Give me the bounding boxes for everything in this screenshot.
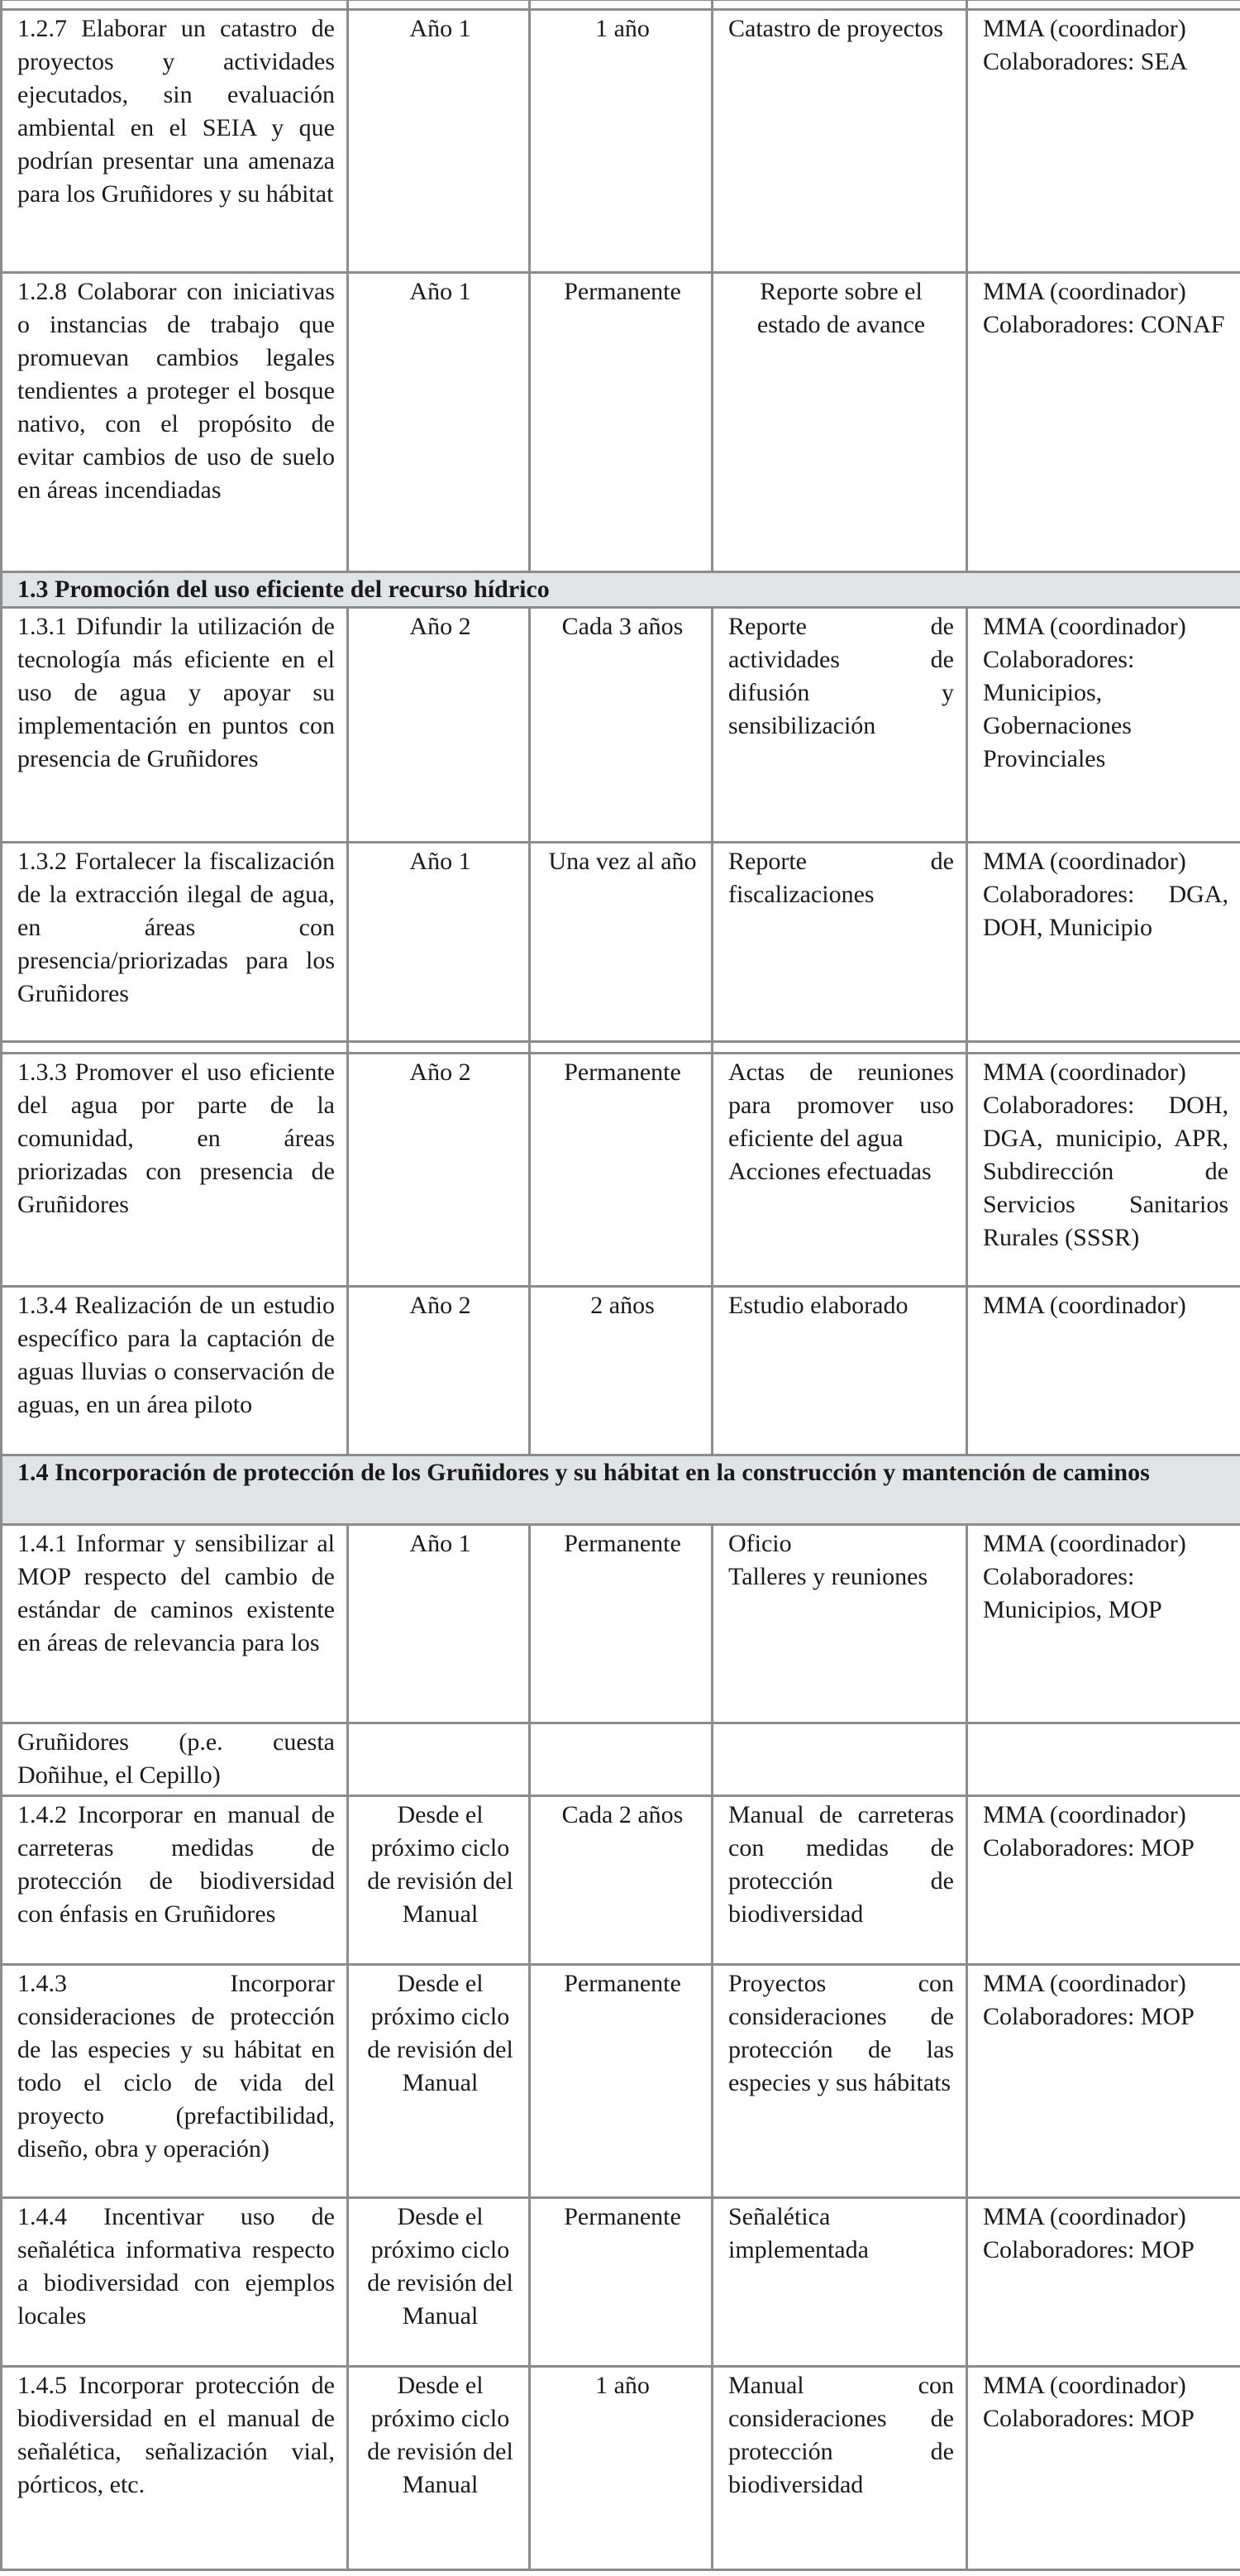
cell-start — [346, 1722, 531, 1797]
cell-action: Gruñidores (p.e. cuesta Doñihue, el Cepi… — [0, 1722, 349, 1797]
cell-indicator: Proyectos con consideraciones de protecc… — [711, 1963, 968, 2199]
cell-indicator: Actas de reuniones para promover uso efi… — [711, 1052, 968, 1288]
cell-responsible: MMA (coordinador) Colaboradores: Municip… — [966, 1523, 1240, 1724]
section-header-row: 1.4 Incorporación de protección de los G… — [0, 1454, 1240, 1526]
cell-indicator: Oficio Talleres y reuniones — [711, 1523, 968, 1724]
cell-frequency — [528, 1722, 713, 1797]
table-row: 1.4.3 Incorporar consideraciones de prot… — [0, 1963, 1240, 2199]
table-row: 1.4.2 Incorporar en manual de carreteras… — [0, 1795, 1240, 1966]
cell-start: Desde el próximo ciclo de revisión del M… — [346, 1963, 531, 2199]
cell-start — [346, 0, 531, 11]
cell-indicator: Reporte sobre el estado de avance — [711, 271, 968, 573]
cell-frequency: 1 año — [528, 8, 713, 274]
cell-responsible: MMA (coordinador) — [966, 1285, 1240, 1456]
cell-responsible: MMA (coordinador) Colaboradores: MOP — [966, 1795, 1240, 1966]
cell-start: Año 2 — [346, 1285, 531, 1456]
table-row: 1.4.1 Informar y sensibilizar al MOP res… — [0, 1523, 1240, 1724]
section-title: 1.3 Promoción del uso eficiente del recu… — [0, 571, 1240, 609]
cell-indicator — [711, 1722, 968, 1797]
cell-start: Año 2 — [346, 1052, 531, 1288]
table-row: 1.4.4 Incentivar uso de señalética infor… — [0, 2196, 1240, 2368]
cell-action: 1.4.2 Incorporar en manual de carreteras… — [0, 1795, 349, 1966]
cell-responsible: MMA (coordinador) Colaboradores: MOP — [966, 2196, 1240, 2368]
cell-frequency: Permanente — [528, 1052, 713, 1288]
table-row: 1.3.1 Difundir la utilización de tecnolo… — [0, 606, 1240, 844]
cell-action: 1.3.2 Fortalecer la fiscalización de la … — [0, 841, 349, 1043]
cell-indicator: Manual de carreteras con medidas de prot… — [711, 1795, 968, 1966]
cell-responsible: MMA (coordinador) Colaboradores: MOP — [966, 2365, 1240, 2571]
cell-start: Desde el próximo ciclo de revisión del M… — [346, 2365, 531, 2571]
section-header-row: 1.3 Promoción del uso eficiente del recu… — [0, 571, 1240, 609]
cell-responsible: MMA (coordinador) Colaboradores: DOH, DG… — [966, 1052, 1240, 1288]
cell-frequency: 2 años — [528, 1285, 713, 1456]
cell-indicator: Estudio elaborado — [711, 1285, 968, 1456]
cell-start: Año 1 — [346, 8, 531, 274]
cell-start: Año 1 — [346, 841, 531, 1043]
cell-indicator: Señalética implementada — [711, 2196, 968, 2368]
cell-action: 1.4.4 Incentivar uso de señalética infor… — [0, 2196, 349, 2368]
cell-action: 1.3.3 Promover el uso eficiente del agua… — [0, 1052, 349, 1288]
cell-frequency: Permanente — [528, 2196, 713, 2368]
table-row: 1.3.4 Realización de un estudio específi… — [0, 1285, 1240, 1456]
spacer-row — [0, 0, 1240, 11]
cell-action: 1.2.8 Colaborar con iniciativas o instan… — [0, 271, 349, 573]
cell-responsible: MMA (coordinador) Colaboradores: SEA — [966, 8, 1240, 274]
cell-action — [0, 1040, 349, 1054]
cell-frequency: 1 año — [528, 2365, 713, 2571]
cell-responsible — [966, 1722, 1240, 1797]
cell-indicator: Catastro de proyectos — [711, 8, 968, 274]
cell-action: 1.3.4 Realización de un estudio específi… — [0, 1285, 349, 1456]
cell-indicator — [711, 0, 968, 11]
table-row: 1.2.7 Elaborar un catastro de proyectos … — [0, 8, 1240, 274]
cell-frequency: Cada 2 años — [528, 1795, 713, 1966]
cell-indicator: Manual con consideraciones de protección… — [711, 2365, 968, 2571]
cell-start — [346, 1040, 531, 1054]
cell-responsible — [966, 0, 1240, 11]
cell-action — [0, 0, 349, 11]
cell-start: Año 1 — [346, 271, 531, 573]
cell-indicator: Reporte de actividades de difusión y sen… — [711, 606, 968, 844]
section-title: 1.4 Incorporación de protección de los G… — [0, 1454, 1240, 1526]
cell-responsible: MMA (coordinador) Colaboradores: DGA, DO… — [966, 841, 1240, 1043]
cell-action: 1.4.5 Incorporar protección de biodivers… — [0, 2365, 349, 2571]
cell-responsible: MMA (coordinador) Colaboradores: CONAF — [966, 271, 1240, 573]
table-row: 1.2.8 Colaborar con iniciativas o instan… — [0, 271, 1240, 573]
cell-start: Desde el próximo ciclo de revisión del M… — [346, 1795, 531, 1966]
cell-frequency — [528, 1040, 713, 1054]
cell-responsible: MMA (coordinador) Colaboradores: Municip… — [966, 606, 1240, 844]
cell-frequency: Permanente — [528, 271, 713, 573]
cell-action: 1.2.7 Elaborar un catastro de proyectos … — [0, 8, 349, 274]
cell-action: 1.3.1 Difundir la utilización de tecnolo… — [0, 606, 349, 844]
spacer-row — [0, 1040, 1240, 1054]
cell-start: Año 1 — [346, 1523, 531, 1724]
cell-start: Desde el próximo ciclo de revisión del M… — [346, 2196, 531, 2368]
cell-indicator: Reporte de fiscalizaciones — [711, 841, 968, 1043]
cell-indicator — [711, 1040, 968, 1054]
cell-start: Año 2 — [346, 606, 531, 844]
cell-frequency: Permanente — [528, 1523, 713, 1724]
table-row: 1.4.5 Incorporar protección de biodivers… — [0, 2365, 1240, 2571]
table-row: Gruñidores (p.e. cuesta Doñihue, el Cepi… — [0, 1722, 1240, 1797]
cell-responsible — [966, 1040, 1240, 1054]
cell-frequency: Cada 3 años — [528, 606, 713, 844]
cell-frequency: Una vez al año — [528, 841, 713, 1043]
cell-action: 1.4.3 Incorporar consideraciones de prot… — [0, 1963, 349, 2199]
table-row: 1.3.3 Promover el uso eficiente del agua… — [0, 1052, 1240, 1288]
cell-frequency: Permanente — [528, 1963, 713, 2199]
cell-action: 1.4.1 Informar y sensibilizar al MOP res… — [0, 1523, 349, 1724]
cell-responsible: MMA (coordinador) Colaboradores: MOP — [966, 1963, 1240, 2199]
cell-frequency — [528, 0, 713, 11]
table-row: 1.3.2 Fortalecer la fiscalización de la … — [0, 841, 1240, 1043]
